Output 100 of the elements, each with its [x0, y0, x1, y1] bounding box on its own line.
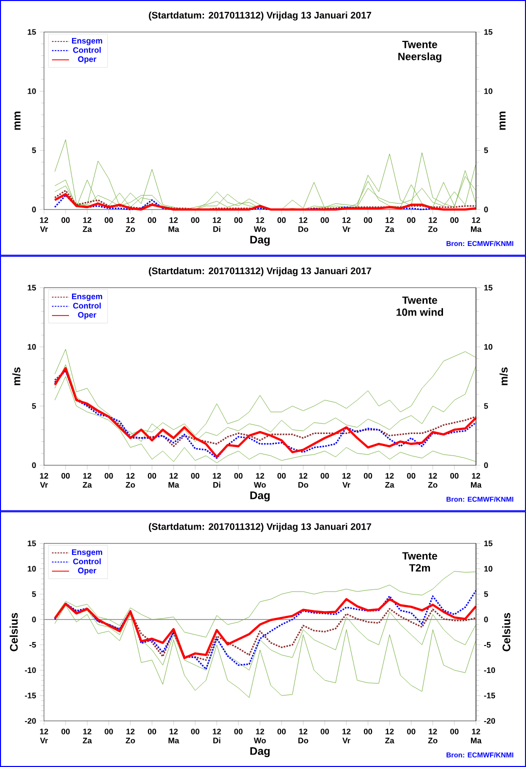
y-axis-title: m/s: [12, 367, 20, 386]
x-tick-label: 00: [450, 217, 459, 223]
x-tick-label: 00: [407, 217, 416, 223]
legend-label: Oper: [78, 56, 96, 64]
y2-tick-label: -20: [484, 718, 496, 724]
y-tick-label: 10: [28, 344, 36, 350]
x-tick-label: 00: [277, 217, 286, 223]
y-tick-label: 5: [32, 148, 36, 154]
x-tick-label: 12 Do: [298, 217, 308, 232]
x-tick-label: 00: [234, 473, 243, 479]
x-tick-label: 00: [148, 473, 156, 479]
x-tick-label: 12 Zo: [126, 217, 135, 232]
x-tick-label: 00: [364, 473, 372, 479]
x-tick-label: 00: [407, 728, 416, 734]
legend-label: Ensgem: [72, 38, 102, 46]
y2-tick-label: 15: [484, 284, 492, 290]
x-tick-label: 12 Za: [385, 217, 394, 232]
y2-tick-label: 5: [484, 403, 488, 409]
legend-label: Control: [73, 46, 101, 53]
x-tick-label: 00: [450, 473, 459, 479]
legend-label: Oper: [78, 568, 96, 575]
x-tick-label: 12 Za: [82, 217, 92, 232]
x-tick-label: 12 Di: [212, 728, 221, 744]
y2-tick-label: 0: [484, 206, 488, 212]
y2-tick-label: 10: [484, 344, 492, 350]
x-tick-label: 00: [320, 217, 329, 223]
x-tick-label: 12 Di: [212, 473, 221, 488]
x-tick-label: 12 Ma: [470, 217, 482, 232]
legend-label: Control: [73, 558, 101, 564]
x-tick-label: 12 Vr: [40, 728, 48, 744]
legend-label: Control: [73, 302, 101, 309]
annotation: Twente: [402, 40, 438, 48]
x-tick-label: 00: [364, 728, 372, 734]
x-tick-label: 12 Wo: [254, 473, 266, 488]
y-tick-label: 15: [28, 284, 36, 290]
y-tick-label: -20: [24, 718, 36, 724]
x-tick-label: 12 Zo: [126, 728, 135, 744]
chart-title: (Startdatum: 2017011312) Vrijdag 13 Januari 2017: [148, 267, 372, 276]
x-tick-label: 12 Do: [298, 473, 308, 488]
y2-axis-title: mm: [500, 112, 506, 130]
x-tick-label: 00: [320, 728, 329, 734]
y-axis-title: Celsius: [10, 613, 18, 652]
legend-label: Ensgem: [72, 549, 102, 557]
x-tick-label: 12 Zo: [428, 473, 438, 488]
x-tick-label: 12 Za: [385, 473, 394, 488]
x-tick-label: 00: [61, 728, 70, 734]
x-tick-label: 00: [191, 473, 200, 479]
x-tick-label: 12 Vr: [342, 728, 351, 744]
x-tick-label: 12 Ma: [168, 473, 180, 488]
x-tick-label: 00: [320, 473, 329, 479]
y-tick-label: 10: [28, 88, 36, 94]
x-tick-label: 00: [191, 217, 200, 223]
x-tick-label: 00: [61, 473, 70, 479]
x-tick-label: 12 Di: [212, 217, 221, 232]
y-axis-title: mm: [14, 112, 20, 130]
x-tick-label: 12 Vr: [40, 217, 48, 232]
x-tick-label: 00: [450, 728, 459, 734]
y2-axis-title: m/s: [500, 367, 508, 386]
x-tick-label: 12 Wo: [254, 217, 266, 232]
x-tick-label: 00: [191, 728, 200, 734]
x-tick-label: 00: [364, 217, 372, 223]
y-tick-label: 15: [28, 29, 36, 35]
x-tick-label: 00: [61, 217, 70, 223]
x-tick-label: 00: [104, 217, 113, 223]
y2-tick-label: 0: [484, 616, 488, 622]
y-tick-label: -5: [29, 642, 36, 648]
x-tick-label: 12 Za: [82, 473, 92, 488]
x-tick-label: 12 Do: [298, 728, 308, 744]
legend-label: Oper: [78, 312, 96, 320]
x-tick-label: 00: [148, 728, 156, 734]
legend-label: Ensgem: [72, 294, 102, 301]
y2-tick-label: 0: [484, 462, 488, 468]
y2-tick-label: 5: [484, 148, 488, 154]
y2-tick-label: -5: [484, 642, 491, 648]
y2-tick-label: -10: [484, 667, 496, 674]
x-axis-title: Dag: [250, 236, 270, 246]
y-tick-label: 5: [32, 591, 36, 597]
chart-title: (Startdatum: 2017011312) Vrijdag 13 Januari 2017: [148, 522, 372, 532]
x-tick-label: 00: [277, 728, 286, 734]
x-tick-label: 00: [277, 473, 286, 479]
x-tick-label: 00: [407, 473, 416, 479]
y2-tick-label: -15: [484, 692, 496, 698]
x-tick-label: 12 Wo: [254, 728, 266, 744]
y2-tick-label: 15: [484, 540, 492, 546]
annotation: Twente: [402, 552, 438, 560]
x-tick-label: 00: [104, 728, 113, 734]
x-tick-label: 00: [234, 217, 243, 223]
x-tick-label: 12 Ma: [168, 217, 180, 232]
annotation: Neerslag: [398, 52, 442, 62]
x-tick-label: 12 Vr: [40, 473, 48, 488]
annotation: 10m wind: [396, 308, 444, 316]
x-tick-label: 12 Vr: [342, 473, 351, 488]
x-tick-label: 12 Ma: [470, 473, 482, 488]
y2-tick-label: 10: [484, 88, 492, 94]
annotation: T2m: [409, 564, 430, 572]
y-tick-label: 10: [28, 566, 36, 572]
x-tick-label: 12 Ma: [470, 728, 482, 744]
y-tick-label: 0: [32, 206, 36, 212]
y-tick-label: 0: [32, 616, 36, 622]
x-tick-label: 12 Zo: [428, 217, 438, 232]
